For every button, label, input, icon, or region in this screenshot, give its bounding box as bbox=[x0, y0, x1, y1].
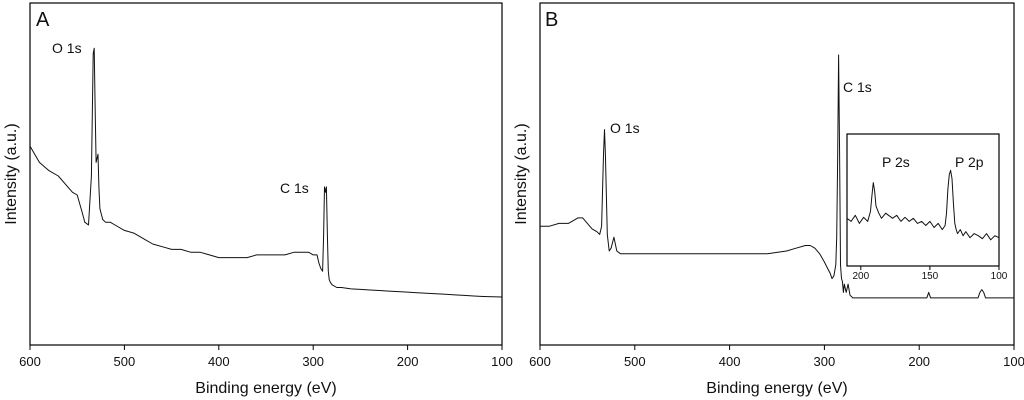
panel-a-label: A bbox=[36, 9, 50, 31]
inset-x-tick-label: 100 bbox=[991, 271, 1008, 282]
panel-a-x-tick-label: 500 bbox=[114, 354, 136, 369]
panel-b-x-axis-title: Binding energy (eV) bbox=[706, 380, 847, 397]
inset-p2p-label: P 2p bbox=[955, 154, 984, 170]
panel-a-x-tick-label: 600 bbox=[19, 354, 41, 369]
panel-a-x-tick-label: 300 bbox=[302, 354, 324, 369]
panel-b-x-tick-label: 200 bbox=[908, 354, 930, 369]
inset-p2s-label: P 2s bbox=[882, 154, 910, 170]
panel-a-y-axis-title: Intensity (a.u.) bbox=[3, 123, 20, 224]
panel-b-x-tick-label: 300 bbox=[814, 354, 836, 369]
inset-x-tick-label: 150 bbox=[922, 271, 939, 282]
panel-a-x-tick-label: 400 bbox=[208, 354, 230, 369]
panel-b-c1s-label: C 1s bbox=[843, 79, 872, 95]
panel-a-x-axis-title: Binding energy (eV) bbox=[195, 380, 336, 397]
panel-a-plot-frame bbox=[29, 2, 503, 346]
panel-b-x-tick-label: 500 bbox=[624, 354, 646, 369]
inset-plot-frame bbox=[846, 133, 1000, 267]
panel-a-c1s-label: C 1s bbox=[280, 180, 309, 196]
inset-x-ticks: 200 150 100 bbox=[852, 266, 1008, 282]
panel-a: A 600 500 400 300 200 100 O 1s C 1s Binding e… bbox=[3, 2, 513, 397]
panel-b-x-tick-label: 400 bbox=[719, 354, 741, 369]
panel-a-x-ticks: 600 500 400 300 200 100 bbox=[19, 345, 513, 369]
panel-b-o1s-label: O 1s bbox=[610, 120, 640, 136]
panel-b-x-tick-label: 600 bbox=[529, 354, 551, 369]
panel-b-inset: 200 150 100 P 2s P 2p bbox=[846, 133, 1008, 282]
inset-x-tick-label: 200 bbox=[852, 271, 869, 282]
inset-spectrum-line bbox=[846, 169, 1000, 241]
panel-b-label: B bbox=[545, 9, 558, 31]
panel-a-o1s-label: O 1s bbox=[52, 40, 82, 56]
panel-b-plot-frame bbox=[539, 2, 1015, 346]
panel-b-x-tick-label: 100 bbox=[1003, 354, 1024, 369]
panel-b-spectrum-line bbox=[540, 54, 1014, 299]
panel-b-x-ticks: 600 500 400 300 200 100 bbox=[529, 345, 1024, 369]
panel-b: B 600 500 400 300 200 100 O 1s C 1s Binding e… bbox=[513, 2, 1024, 397]
panel-a-x-tick-label: 100 bbox=[491, 354, 513, 369]
panel-a-x-tick-label: 200 bbox=[397, 354, 419, 369]
panel-b-y-axis-title: Intensity (a.u.) bbox=[513, 123, 530, 224]
panel-a-spectrum-line bbox=[29, 47, 503, 298]
